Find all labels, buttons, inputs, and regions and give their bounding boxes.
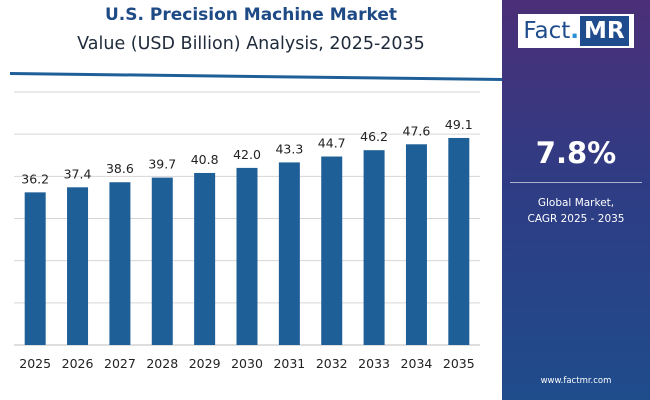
x-tick-label-2035: 2035 [443,356,475,371]
cagr-label-line2: CAGR 2025 - 2035 [527,213,625,225]
data-label-2030: 42.0 [233,147,261,162]
data-label-2028: 39.7 [148,157,176,172]
x-tick-label-2031: 2031 [273,356,305,371]
x-tick-label-2028: 2028 [146,356,178,371]
bar-2027 [109,182,131,345]
x-tick-label-2029: 2029 [189,356,221,371]
bar-2030 [236,167,258,345]
data-label-2031: 43.3 [275,141,303,156]
bar-2028 [151,177,173,345]
bar-2034 [405,144,427,345]
x-tick-label-2030: 2030 [231,356,263,371]
bar-2031 [278,162,300,345]
bar-2035 [448,137,470,345]
cagr-value: 7.8% [535,136,617,170]
data-label-2035: 49.1 [445,117,473,132]
bar-2033 [363,150,385,345]
x-tick-label-2025: 2025 [19,356,51,371]
logo-text-main: Fact [523,18,571,44]
bar-2025 [24,192,46,345]
data-label-2025: 36.2 [21,171,49,186]
x-tick-label-2034: 2034 [401,356,433,371]
data-label-2032: 44.7 [318,136,346,151]
bar-2026 [67,187,89,345]
cagr-panel: Fact. MR 7.8% Global Market, CAGR 2025 - … [502,0,650,400]
title-divider [10,72,502,81]
chart-title: U.S. Precision Machine Market [104,5,398,25]
x-tick-label-2033: 2033 [358,356,390,371]
data-label-2033: 46.2 [360,129,388,144]
data-label-2027: 38.6 [106,161,134,176]
chart-area: U.S. Precision Machine Market Value (USD… [10,5,502,371]
chart-subtitle: Value (USD Billion) Analysis, 2025-2035 [77,34,425,54]
cagr-label: Global Market, CAGR 2025 - 2035 [502,195,650,227]
factmr-logo: Fact. MR [518,14,634,48]
logo-text-mr: MR [580,16,629,46]
website-link[interactable]: www.factmr.com [540,376,612,386]
x-tick-label-2026: 2026 [62,356,94,371]
x-tick-label-2027: 2027 [104,356,136,371]
bar-chart: 36.2 2025 37.4 2026 38.6 2027 39.7 2028 40.8 2029… [14,91,480,371]
panel-divider [510,182,642,183]
logo-text-dot: . [570,18,580,44]
cagr-label-line1: Global Market, [537,197,615,209]
data-label-2029: 40.8 [191,152,219,167]
bar-2029 [194,172,216,345]
data-label-2034: 47.6 [403,123,431,138]
data-label-2026: 37.4 [64,166,92,181]
x-tick-label-2032: 2032 [316,356,348,371]
bar-2032 [321,156,343,345]
